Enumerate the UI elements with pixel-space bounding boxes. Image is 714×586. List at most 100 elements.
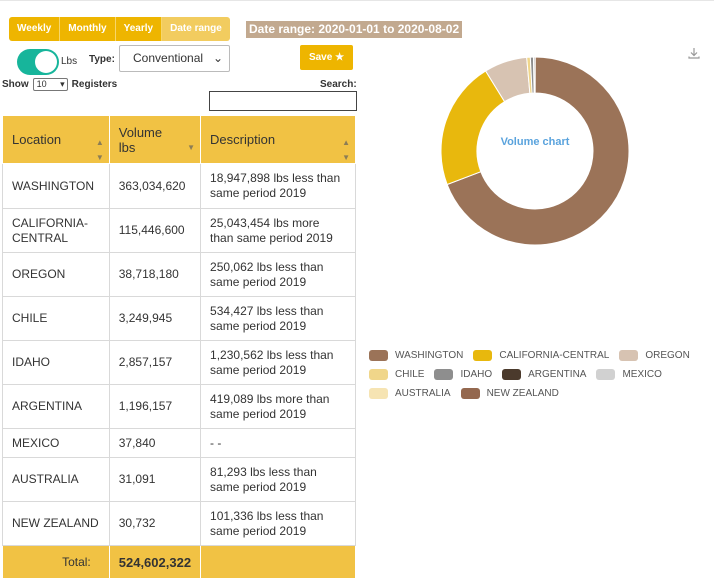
table-row: WASHINGTON 363,034,620 18,947,898 lbs le… [2, 163, 356, 209]
legend-swatch [369, 350, 388, 361]
legend-row: AUSTRALIA NEW ZEALAND [369, 384, 709, 403]
legend-swatch [369, 369, 388, 380]
sort-icon: ▲ ▼ [95, 138, 104, 162]
date-range-badge: Date range: 2020-01-01 to 2020-08-02 [246, 21, 463, 38]
legend-row: CHILE IDAHO ARGENTINA MEXICO [369, 365, 709, 384]
type-label: Type: [89, 54, 115, 65]
location-cell: ARGENTINA [2, 384, 110, 429]
sort-desc-icon: ▼ [187, 143, 196, 152]
legend-label: CALIFORNIA-CENTRAL [499, 350, 610, 361]
donut-slice-washington[interactable] [446, 56, 630, 246]
chart-legend: WASHINGTON CALIFORNIA-CENTRAL OREGON CHILE I… [369, 346, 709, 403]
type-select[interactable]: Conventional ⌄ [119, 45, 230, 72]
table-row: CHILE 3,249,945 534,427 lbs less than sa… [2, 296, 356, 341]
description-cell: 250,062 lbs less than same period 2019 [200, 252, 356, 297]
table-row: AUSTRALIA 31,091 81,293 lbs less than sa… [2, 457, 356, 502]
entries-select-value: 10 [36, 79, 47, 89]
legend-swatch [434, 369, 454, 380]
location-cell: NEW ZEALAND [2, 501, 110, 546]
total-value: 524,602,322 [108, 545, 202, 579]
lbs-label: Lbs [61, 56, 78, 67]
legend-label: NEW ZEALAND [486, 388, 559, 399]
column-header-volume[interactable]: Volume lbs ▼ [108, 115, 202, 164]
location-cell: MEXICO [2, 428, 110, 458]
entries-select[interactable]: 10 ▾ [32, 78, 68, 91]
volume-cell: 38,718,180 [108, 252, 202, 297]
type-select-value: Conventional [133, 51, 204, 65]
search-input[interactable] [209, 91, 357, 111]
location-cell: WASHINGTON [2, 163, 110, 209]
show-label: Show [2, 79, 29, 90]
legend-item[interactable]: NEW ZEALAND [460, 388, 559, 399]
legend-label: MEXICO [622, 369, 662, 380]
download-icon[interactable] [688, 47, 700, 59]
legend-label: AUSTRALIA [395, 388, 451, 399]
monthly-button[interactable]: Monthly [60, 17, 116, 41]
legend-item[interactable]: AUSTRALIA [369, 388, 451, 399]
chart-center-label: Volume chart [500, 136, 570, 148]
legend-row: WASHINGTON CALIFORNIA-CENTRAL OREGON [369, 346, 709, 365]
table-row: CALIFORNIA-CENTRAL 115,446,600 25,043,45… [2, 208, 356, 253]
location-cell: AUSTRALIA [2, 457, 110, 502]
legend-label: OREGON [645, 350, 690, 361]
legend-swatch [502, 369, 522, 380]
description-cell: 534,427 lbs less than same period 2019 [200, 296, 356, 341]
legend-item[interactable]: CHILE [369, 369, 424, 380]
description-cell: 18,947,898 lbs less than same period 201… [200, 163, 356, 209]
donut-slice-california-central[interactable] [440, 70, 506, 186]
legend-item[interactable]: MEXICO [596, 369, 662, 380]
legend-item[interactable]: CALIFORNIA-CENTRAL [473, 350, 609, 361]
save-button[interactable]: Save ★ [300, 45, 353, 70]
legend-swatch [473, 350, 493, 361]
search-label: Search: [320, 79, 357, 90]
legend-label: CHILE [395, 369, 425, 380]
volume-cell: 30,732 [108, 501, 202, 546]
range-button-group: Weekly Monthly Yearly Date range [9, 17, 230, 41]
top-divider [0, 0, 714, 1]
column-header-label: Location [12, 132, 62, 147]
table-row: IDAHO 2,857,157 1,230,562 lbs less than … [2, 340, 356, 385]
volume-cell: 37,840 [108, 428, 202, 458]
column-header-description[interactable]: Description ▲ ▼ [200, 115, 356, 164]
legend-item[interactable]: WASHINGTON [369, 350, 463, 361]
legend-swatch [460, 388, 480, 399]
legend-label: ARGENTINA [528, 369, 587, 380]
weekly-button[interactable]: Weekly [9, 17, 61, 41]
location-cell: OREGON [2, 252, 110, 297]
column-header-label: Description [210, 132, 276, 147]
description-cell: 101,336 lbs less than same period 2019 [200, 501, 356, 546]
total-empty-cell [200, 545, 356, 579]
legend-item[interactable]: IDAHO [434, 369, 492, 380]
location-cell: IDAHO [2, 340, 110, 385]
legend-label: WASHINGTON [395, 350, 464, 361]
volume-donut-chart [440, 56, 630, 246]
location-cell: CALIFORNIA-CENTRAL [2, 208, 110, 253]
date-range-button[interactable]: Date range [162, 17, 230, 41]
lbs-toggle[interactable] [17, 49, 59, 75]
description-cell: 1,230,562 lbs less than same period 2019 [200, 340, 356, 385]
description-cell: - - [200, 428, 356, 458]
legend-label: IDAHO [460, 369, 493, 380]
legend-swatch [369, 388, 388, 399]
show-entries: Show 10 ▾ Registers [2, 78, 117, 91]
description-cell: 419,089 lbs more than same period 2019 [200, 384, 356, 429]
table-row: NEW ZEALAND 30,732 101,336 lbs less than… [2, 501, 356, 546]
description-cell: 81,293 lbs less than same period 2019 [200, 457, 356, 502]
volume-cell: 363,034,620 [108, 163, 202, 209]
volume-cell: 2,857,157 [108, 340, 202, 385]
legend-item[interactable]: ARGENTINA [502, 369, 586, 380]
column-header-location[interactable]: Location ▲ ▼ [2, 115, 110, 164]
table-row: OREGON 38,718,180 250,062 lbs less than … [2, 252, 356, 297]
total-label: Total: [2, 545, 110, 579]
table-row: ARGENTINA 1,196,157 419,089 lbs more tha… [2, 384, 356, 429]
registers-label: Registers [71, 79, 118, 90]
table-row: MEXICO 37,840 - - [2, 428, 356, 458]
volume-cell: 3,249,945 [108, 296, 202, 341]
legend-item[interactable]: OREGON [619, 350, 690, 361]
yearly-button[interactable]: Yearly [115, 17, 163, 41]
legend-swatch [596, 369, 616, 380]
toggle-knob [35, 51, 57, 73]
total-row: Total: 524,602,322 [2, 545, 356, 579]
column-header-label: Volume lbs [118, 124, 163, 155]
volume-cell: 31,091 [108, 457, 202, 502]
